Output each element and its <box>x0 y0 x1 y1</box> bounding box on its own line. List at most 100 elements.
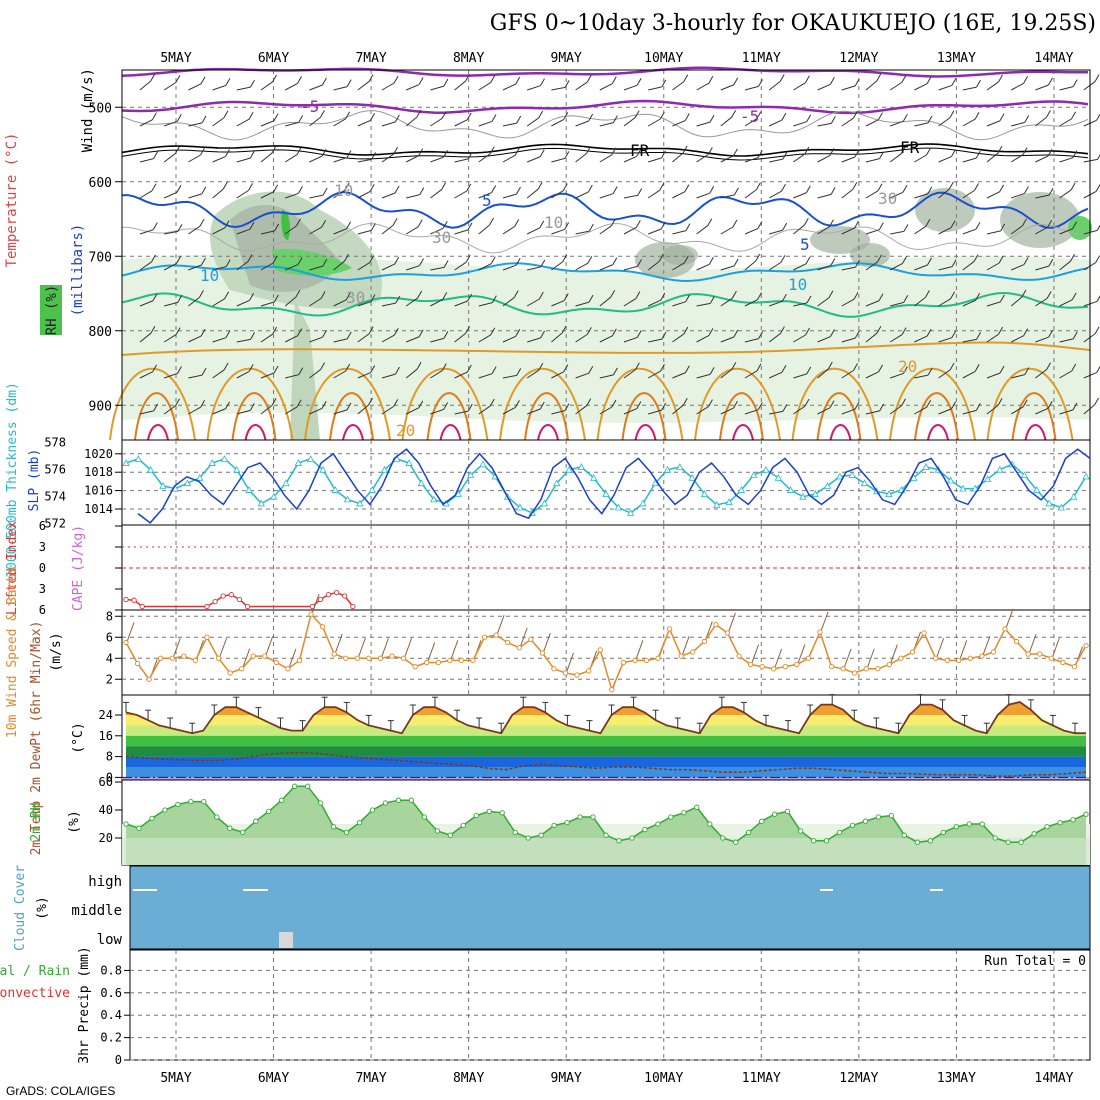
wind-barb-feather <box>1023 76 1028 84</box>
wind-barb <box>309 116 321 127</box>
wind-barb <box>938 337 953 343</box>
ylabel-cloud: Cloud Cover <box>13 865 28 951</box>
wind-barb <box>527 266 541 271</box>
pressure-axis: 500 600 700 800 900 <box>89 101 122 414</box>
date-label-top: 8MAY <box>453 51 484 66</box>
wind-barb <box>381 373 396 379</box>
thickness-line-point <box>159 482 167 489</box>
wind-barb <box>865 229 880 235</box>
wind-speed-line-point <box>1060 659 1066 666</box>
thickness-line-point <box>811 490 819 497</box>
wind-barb-feather <box>417 219 423 228</box>
wind-barb-feather <box>177 295 183 303</box>
rh-line-point <box>901 832 908 838</box>
wind-barb-feather <box>200 76 206 85</box>
wind-barb-feather <box>200 147 205 156</box>
wind-barb-feather <box>879 403 885 412</box>
precip-convective-label: Convective <box>0 986 70 1001</box>
temp-band <box>126 746 1086 757</box>
ylabel-rh-unit: (%) <box>67 810 82 833</box>
wind-barb-feather <box>201 367 207 376</box>
wind-barb-feather <box>395 366 400 375</box>
wind-barb-feather <box>661 331 667 340</box>
wind-speed-line-point <box>343 655 349 661</box>
wind-barb <box>139 119 153 127</box>
wind-barb <box>236 228 251 235</box>
wind-barb-feather <box>346 331 352 340</box>
wind-barb <box>962 370 976 379</box>
wind-barb <box>1010 296 1023 307</box>
wind-barb-feather <box>878 222 884 230</box>
wind-barb-feather <box>901 75 907 83</box>
chart-title: GFS 0~10day 3-hourly for OKAUKUEJO (16E,… <box>490 11 1096 36</box>
precip-tick-label: 0.4 <box>100 1008 122 1022</box>
wind-barb <box>357 300 372 307</box>
thickness-line-point <box>134 455 142 462</box>
wind-barb <box>914 406 927 415</box>
rh-line-point <box>538 832 544 838</box>
wind-barb <box>551 157 566 163</box>
wind-barb <box>889 153 902 163</box>
wind-barb <box>575 120 589 127</box>
wind-barb-feather <box>611 147 617 156</box>
wind-barb-feather <box>951 330 957 338</box>
date-label-top: 9MAY <box>551 51 582 66</box>
wind-barb <box>744 260 757 271</box>
thickness-line-point <box>676 463 684 470</box>
wind-barb-feather <box>708 257 714 265</box>
thickness-line-point <box>356 499 364 507</box>
wind-barb <box>478 153 491 163</box>
wind-barb <box>381 82 395 91</box>
rh-line-point <box>266 808 272 815</box>
wind-barb <box>526 188 539 199</box>
wind-barb-feather <box>344 253 349 262</box>
wind-barb-feather <box>854 220 859 229</box>
wind-barb-feather <box>466 364 472 373</box>
wind-barb <box>938 84 953 91</box>
wind-barb <box>527 408 541 415</box>
rh-line-point <box>473 812 479 819</box>
wind-barb <box>406 336 420 343</box>
wind-barb <box>188 406 201 415</box>
wind-barb <box>454 80 466 91</box>
rh-line-point <box>304 783 311 789</box>
wind-barb <box>236 261 249 271</box>
wind-barb <box>212 156 226 163</box>
rh-line-point <box>642 826 648 833</box>
wind-barb <box>599 296 611 307</box>
wind-barb <box>889 191 904 199</box>
wind-barb-feather <box>489 217 494 226</box>
low-cloud-mark <box>279 932 293 948</box>
upper-air-panel: -5 -5 FR FR 5 5 10 10 20 20 10 10 30 30 30 500 600 700 80… <box>4 66 1100 441</box>
wind-barb <box>890 372 904 379</box>
wind-barb-feather <box>491 114 497 122</box>
contour-label: 20 <box>898 357 917 376</box>
wind-barb-feather <box>780 255 786 263</box>
wind-barb <box>333 260 345 271</box>
date-label-top: 6MAY <box>258 51 289 66</box>
wind-barb-feather <box>927 115 933 124</box>
wind-barb-feather <box>370 294 376 302</box>
wind-barb <box>696 121 711 127</box>
wind-barb-feather <box>827 361 833 370</box>
wind-barb <box>986 262 1000 271</box>
contour-label: 10 <box>788 275 807 294</box>
rh-line-point <box>849 822 856 829</box>
wind-barb <box>962 157 977 163</box>
wind-barb <box>647 370 661 379</box>
contour-30 <box>537 424 559 441</box>
wind-barb <box>454 410 469 415</box>
wind-barb <box>1035 297 1048 307</box>
wind-barb <box>309 369 321 379</box>
wind-barb <box>938 117 951 127</box>
wind-barb <box>212 298 225 307</box>
wind-barb <box>672 372 686 379</box>
wind-barb-feather <box>370 365 376 373</box>
wind-barb <box>841 188 854 199</box>
wind-barb-feather <box>467 222 473 231</box>
wind-speed-line-point <box>666 626 673 632</box>
wind-speed-line-point <box>389 653 395 659</box>
wind-barb <box>163 153 176 163</box>
wind-barb-feather <box>1070 253 1075 262</box>
wind-barb <box>357 229 372 235</box>
